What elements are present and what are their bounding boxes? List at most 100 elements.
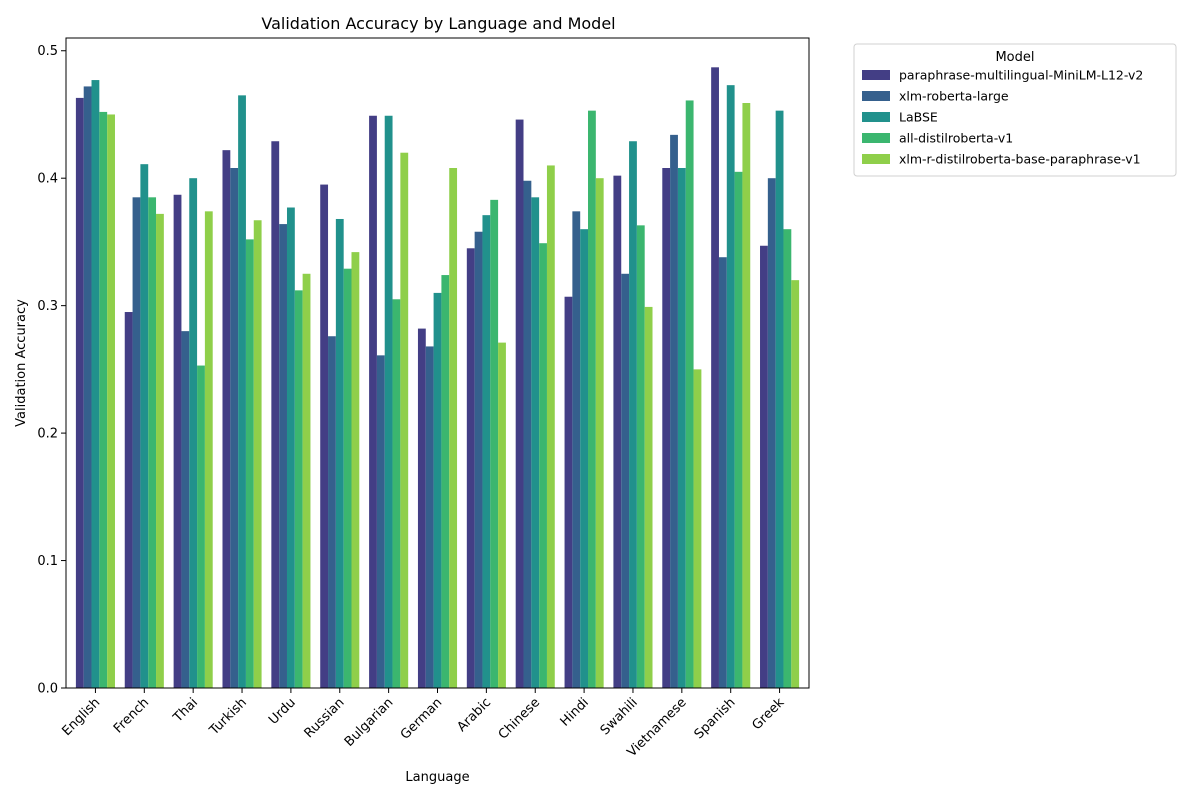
- bar: [539, 243, 547, 688]
- bar: [523, 180, 532, 688]
- x-tick-label: Bulgarian: [342, 695, 397, 750]
- legend-swatch: [862, 133, 890, 143]
- bar: [466, 248, 475, 689]
- bar: [734, 171, 743, 688]
- bar: [693, 369, 702, 688]
- legend-label: all-distilroberta-v1: [899, 131, 1013, 146]
- bar: [636, 225, 645, 688]
- bar: [75, 97, 84, 688]
- y-tick-label: 0.5: [37, 44, 58, 59]
- bar: [245, 239, 254, 688]
- bar: [400, 152, 409, 688]
- x-tick-label: Swahili: [598, 695, 641, 738]
- bar: [783, 229, 792, 688]
- legend-swatch: [862, 154, 890, 164]
- bar: [302, 273, 311, 688]
- x-tick-label: German: [398, 695, 445, 742]
- legend-swatch: [862, 112, 890, 122]
- bar: [564, 296, 573, 688]
- bar: [482, 215, 491, 688]
- bar: [140, 164, 149, 688]
- bar: [91, 80, 100, 688]
- bar: [588, 110, 596, 688]
- bar: [204, 211, 213, 688]
- bar: [613, 175, 622, 688]
- bar: [197, 365, 205, 688]
- bar: [498, 342, 506, 688]
- x-tick-label: Spanish: [692, 695, 739, 742]
- legend-items: paraphrase-multilingual-MiniLM-L12-v2 xlm…: [862, 68, 1143, 167]
- bar: [441, 275, 450, 688]
- bar: [595, 178, 604, 688]
- legend-swatch: [862, 91, 890, 101]
- bar: [417, 328, 426, 688]
- legend-label: xlm-r-distilroberta-base-paraphrase-v1: [899, 152, 1141, 167]
- bar: [685, 100, 694, 688]
- bar: [148, 197, 157, 688]
- bar: [718, 257, 727, 688]
- x-axis-label: Language: [405, 770, 469, 785]
- bar: [433, 292, 442, 688]
- chart-title: Validation Accuracy by Language and Mode…: [261, 14, 615, 33]
- bar: [132, 197, 141, 688]
- y-tick-label: 0.4: [37, 172, 58, 187]
- legend-label: xlm-roberta-large: [899, 89, 1009, 104]
- bar: [662, 168, 671, 688]
- bar: [629, 141, 637, 689]
- legend-label: LaBSE: [899, 110, 938, 125]
- bar: [173, 194, 182, 688]
- bar: [343, 268, 352, 688]
- bar: [621, 273, 630, 688]
- bar: [791, 280, 800, 688]
- x-tick-label: English: [59, 695, 103, 739]
- bar: [449, 168, 458, 688]
- x-tick-label: Russian: [302, 695, 348, 741]
- bar: [99, 111, 108, 689]
- bar: [384, 115, 393, 688]
- y-tick-label: 0.2: [37, 427, 58, 442]
- y-tick-label: 0.1: [37, 554, 58, 569]
- bar: [369, 115, 377, 688]
- bars-layer: [75, 67, 800, 689]
- bar: [546, 165, 555, 688]
- legend-swatch: [862, 70, 890, 80]
- bar: [351, 252, 360, 688]
- x-tick-label: Thai: [170, 695, 201, 726]
- bar: [328, 336, 336, 688]
- bar: [335, 218, 344, 689]
- x-tick-label: Greek: [749, 695, 787, 733]
- legend: Model paraphrase-multilingual-MiniLM-L12…: [853, 43, 1177, 177]
- x-tick-label: Hindi: [558, 695, 592, 729]
- bar: [742, 103, 751, 688]
- legend-title: Model: [995, 50, 1034, 65]
- bar: [222, 150, 231, 688]
- bar: [83, 86, 92, 689]
- bar: [124, 312, 133, 688]
- bar: [320, 184, 329, 688]
- bar: [677, 168, 686, 688]
- bar: [376, 355, 385, 688]
- legend-label: paraphrase-multilingual-MiniLM-L12-v2: [899, 68, 1143, 83]
- y-tick-label: 0.3: [37, 299, 58, 314]
- bar: [515, 119, 524, 688]
- bar: [670, 134, 678, 689]
- x-tick-label: Turkish: [206, 695, 250, 739]
- bar: [531, 197, 540, 688]
- y-axis-label: Validation Accuracy: [14, 299, 29, 427]
- bar: [572, 211, 581, 688]
- bar: [760, 245, 768, 688]
- y-tick-label: 0.0: [37, 682, 58, 697]
- bar: [425, 346, 434, 688]
- bar: [644, 306, 653, 688]
- x-tick-label: Arabic: [454, 695, 494, 735]
- bar: [392, 299, 401, 688]
- bar: [271, 141, 280, 689]
- bar: [490, 199, 499, 689]
- bar: [253, 220, 262, 688]
- x-tick-label: Chinese: [496, 695, 543, 742]
- bar: [238, 95, 246, 689]
- bar: [107, 114, 115, 689]
- bar: [474, 231, 483, 689]
